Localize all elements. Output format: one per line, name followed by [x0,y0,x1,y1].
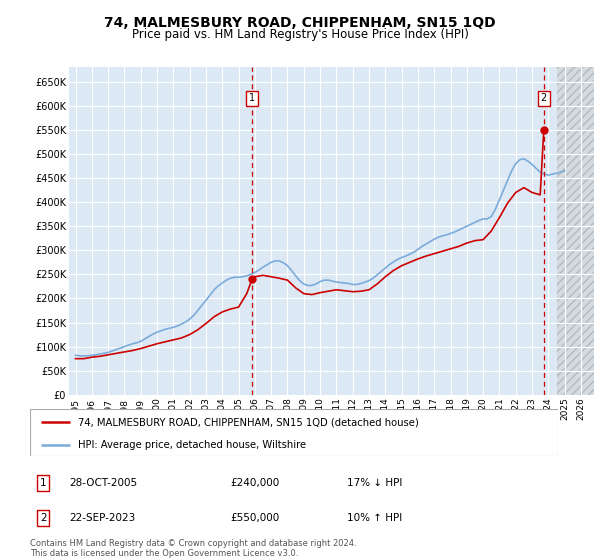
Text: This data is licensed under the Open Government Licence v3.0.: This data is licensed under the Open Gov… [30,549,298,558]
Text: 1: 1 [249,94,255,104]
Text: £550,000: £550,000 [230,513,280,522]
Text: 2: 2 [541,94,547,104]
Text: Contains HM Land Registry data © Crown copyright and database right 2024.: Contains HM Land Registry data © Crown c… [30,539,356,548]
Text: 74, MALMESBURY ROAD, CHIPPENHAM, SN15 1QD (detached house): 74, MALMESBURY ROAD, CHIPPENHAM, SN15 1Q… [77,417,418,427]
Text: 10% ↑ HPI: 10% ↑ HPI [347,513,402,522]
Text: Price paid vs. HM Land Registry's House Price Index (HPI): Price paid vs. HM Land Registry's House … [131,28,469,41]
Text: 22-SEP-2023: 22-SEP-2023 [70,513,136,522]
Text: 1: 1 [40,478,47,488]
Bar [557,67,594,395]
Text: 74, MALMESBURY ROAD, CHIPPENHAM, SN15 1QD: 74, MALMESBURY ROAD, CHIPPENHAM, SN15 1Q… [104,16,496,30]
Text: £240,000: £240,000 [230,478,280,488]
Text: HPI: Average price, detached house, Wiltshire: HPI: Average price, detached house, Wilt… [77,440,305,450]
Text: 28-OCT-2005: 28-OCT-2005 [70,478,138,488]
Text: 17% ↓ HPI: 17% ↓ HPI [347,478,402,488]
Text: 2: 2 [40,513,47,522]
